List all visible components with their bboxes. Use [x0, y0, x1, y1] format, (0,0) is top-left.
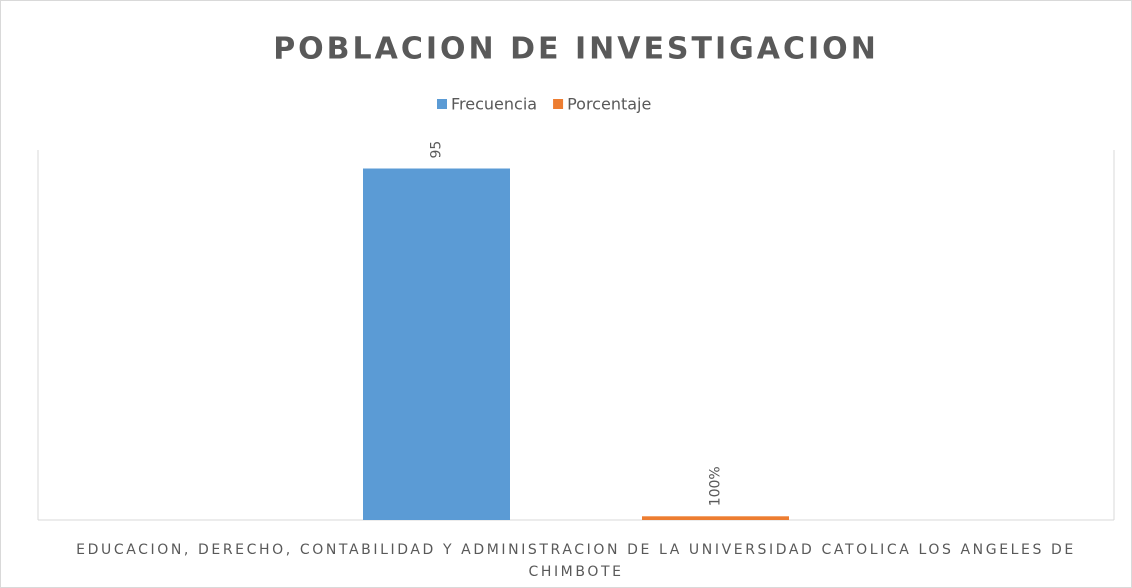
data-label: 95: [429, 141, 445, 159]
legend-swatch: [437, 99, 447, 109]
bar: [363, 168, 510, 520]
data-label: 100%: [708, 466, 724, 506]
legend-label: Frecuencia: [451, 95, 537, 114]
legend-swatch: [553, 99, 564, 109]
bar: [642, 516, 789, 520]
category-label: EDUCACION, DERECHO, CONTABILIDAD Y ADMIN…: [76, 542, 1076, 580]
chart-title: POBLACION DE INVESTIGACION: [273, 32, 879, 67]
legend-label: Porcentaje: [567, 95, 651, 114]
